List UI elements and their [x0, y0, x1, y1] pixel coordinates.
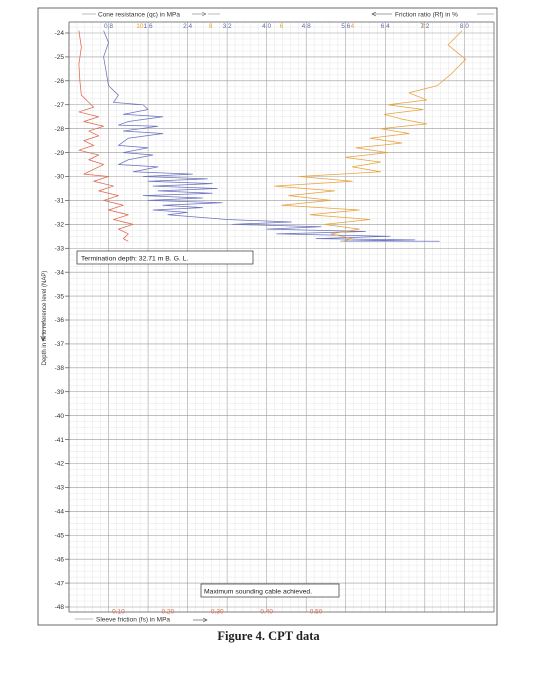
depth-tick-label: -41	[55, 437, 65, 444]
qc-tick-label: 7.2	[420, 23, 429, 30]
depth-tick-label: -40	[55, 413, 65, 420]
plot-frame	[37, 7, 498, 626]
sleeve-friction-line	[78, 30, 134, 242]
depth-tick-label: -26	[55, 78, 65, 85]
sleeve-friction-axis: 0.10 0.20 0.30 0.40 0.50	[112, 609, 323, 616]
qc-tick-label: 4.0	[262, 23, 271, 30]
termination-annotation-box	[76, 250, 254, 265]
cone-resistance-line	[103, 30, 440, 242]
depth-tick-label: -32	[55, 222, 65, 229]
cone-resistance-arrow-head-icon	[201, 11, 207, 17]
fs-tick-label: 0.40	[260, 609, 273, 616]
friction-ratio-label: Friction ratio (Rf) in %	[395, 12, 458, 19]
depth-tick-label: -27	[55, 102, 65, 109]
qc-tick-label: 2.4	[183, 23, 192, 30]
depth-tick-label: -31	[55, 198, 65, 205]
series-layer	[78, 30, 467, 242]
qc-tick-label: 8.0	[460, 23, 469, 30]
depth-tick-label: -29	[55, 150, 65, 157]
depth-tick-label: -47	[55, 580, 65, 587]
sleeve-friction-arrow-head-icon	[202, 617, 208, 623]
cone-resistance-label: Cone resistance (qc) in MPa	[98, 12, 180, 19]
depth-axis-label: Depth in m to reference level (NAP)	[42, 271, 48, 366]
qc-tick-label: 5.6	[341, 23, 350, 30]
rf-tick-label: 10	[136, 23, 144, 30]
depth-axis: -24 -25 -26 -27 -28 -29 -30 -31 -32 -33 -34 -35 -36 -…	[55, 30, 69, 611]
figure-caption: Figure 4. CPT data	[217, 629, 320, 643]
depth-tick-label: -44	[55, 509, 65, 516]
friction-ratio-axis: 10 8 6 4 2	[136, 23, 425, 30]
depth-tick-label: -25	[55, 54, 65, 61]
friction-ratio-line	[274, 30, 467, 242]
termination-annotation-text: Termination depth: 32.71 m B. G. L.	[81, 256, 188, 263]
qc-tick-label: 4.8	[302, 23, 311, 30]
friction-ratio-title: Friction ratio (Rf) in %	[371, 11, 494, 19]
sleeve-friction-label: Sleeve friction (fs) in MPa	[96, 617, 170, 624]
max-cable-annotation: Maximum sounding cable achieved.	[200, 583, 340, 598]
sleeve-friction-title: Sleeve friction (fs) in MPa	[75, 617, 208, 624]
rf-tick-label: 2	[421, 23, 425, 30]
friction-ratio-arrow-head-icon	[371, 11, 377, 17]
depth-tick-label: -39	[55, 389, 65, 396]
depth-tick-label: -24	[55, 30, 65, 37]
depth-tick-label: -30	[55, 174, 65, 181]
qc-tick-label: 6.4	[381, 23, 390, 30]
fs-tick-label: 0.30	[211, 609, 224, 616]
cone-resistance-title: Cone resistance (qc) in MPa	[82, 12, 220, 19]
depth-tick-label: -37	[55, 341, 65, 348]
depth-tick-label: -38	[55, 365, 65, 372]
fs-tick-label: 0.50	[310, 609, 323, 616]
depth-tick-label: -35	[55, 293, 65, 300]
depth-tick-label: -42	[55, 461, 65, 468]
depth-tick-label: -33	[55, 245, 65, 252]
depth-tick-label: -43	[55, 485, 65, 492]
cone-resistance-axis: 0.8 1.6 2.4 3.2 4.0 4.8 5.6 6.4 7.2 8.0	[104, 23, 469, 30]
depth-tick-label: -48	[55, 604, 65, 611]
depth-tick-label: -28	[55, 126, 65, 133]
qc-tick-label: 3.2	[223, 23, 232, 30]
qc-tick-label: 0.8	[104, 23, 113, 30]
depth-axis-title: Depth in m to reference level (NAP)	[40, 271, 48, 366]
max-cable-annotation-box	[200, 583, 340, 598]
max-cable-annotation-text: Maximum sounding cable achieved.	[204, 589, 312, 596]
depth-arrow-head-icon	[40, 335, 46, 342]
depth-tick-label: -46	[55, 556, 65, 563]
qc-tick-label: 1.6	[144, 23, 153, 30]
depth-tick-label: -45	[55, 532, 65, 539]
depth-tick-label: -34	[55, 269, 65, 276]
rf-tick-label: 4	[351, 23, 355, 30]
rf-tick-label: 8	[209, 23, 213, 30]
rf-tick-label: 6	[280, 23, 284, 30]
fs-tick-label: 0.10	[112, 609, 125, 616]
termination-annotation: Termination depth: 32.71 m B. G. L.	[76, 250, 254, 265]
fs-tick-label: 0.20	[162, 609, 175, 616]
depth-tick-label: -36	[55, 317, 65, 324]
